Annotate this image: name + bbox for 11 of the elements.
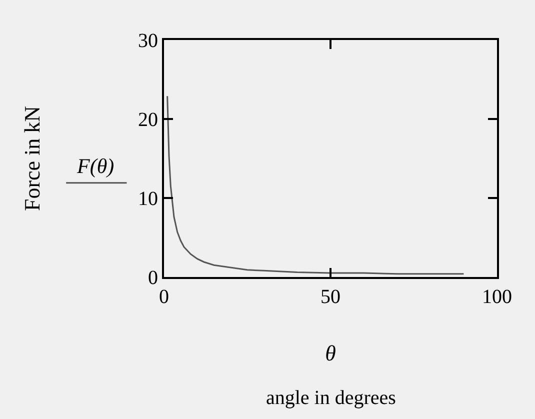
y-tick-label: 0	[148, 267, 158, 289]
x-tick-label: 50	[320, 286, 340, 308]
line-series	[166, 95, 464, 275]
text: F(θ)	[76, 154, 114, 178]
x-tick-label: 100	[482, 286, 512, 308]
y-tick-label: 30	[138, 30, 158, 52]
y-axis-title: Force in kN	[19, 106, 44, 212]
y-tick-label: 20	[138, 109, 158, 131]
y-tick-label: 10	[138, 188, 158, 210]
text: angle in degrees	[266, 387, 396, 409]
x-axis-title: θ	[325, 340, 336, 366]
